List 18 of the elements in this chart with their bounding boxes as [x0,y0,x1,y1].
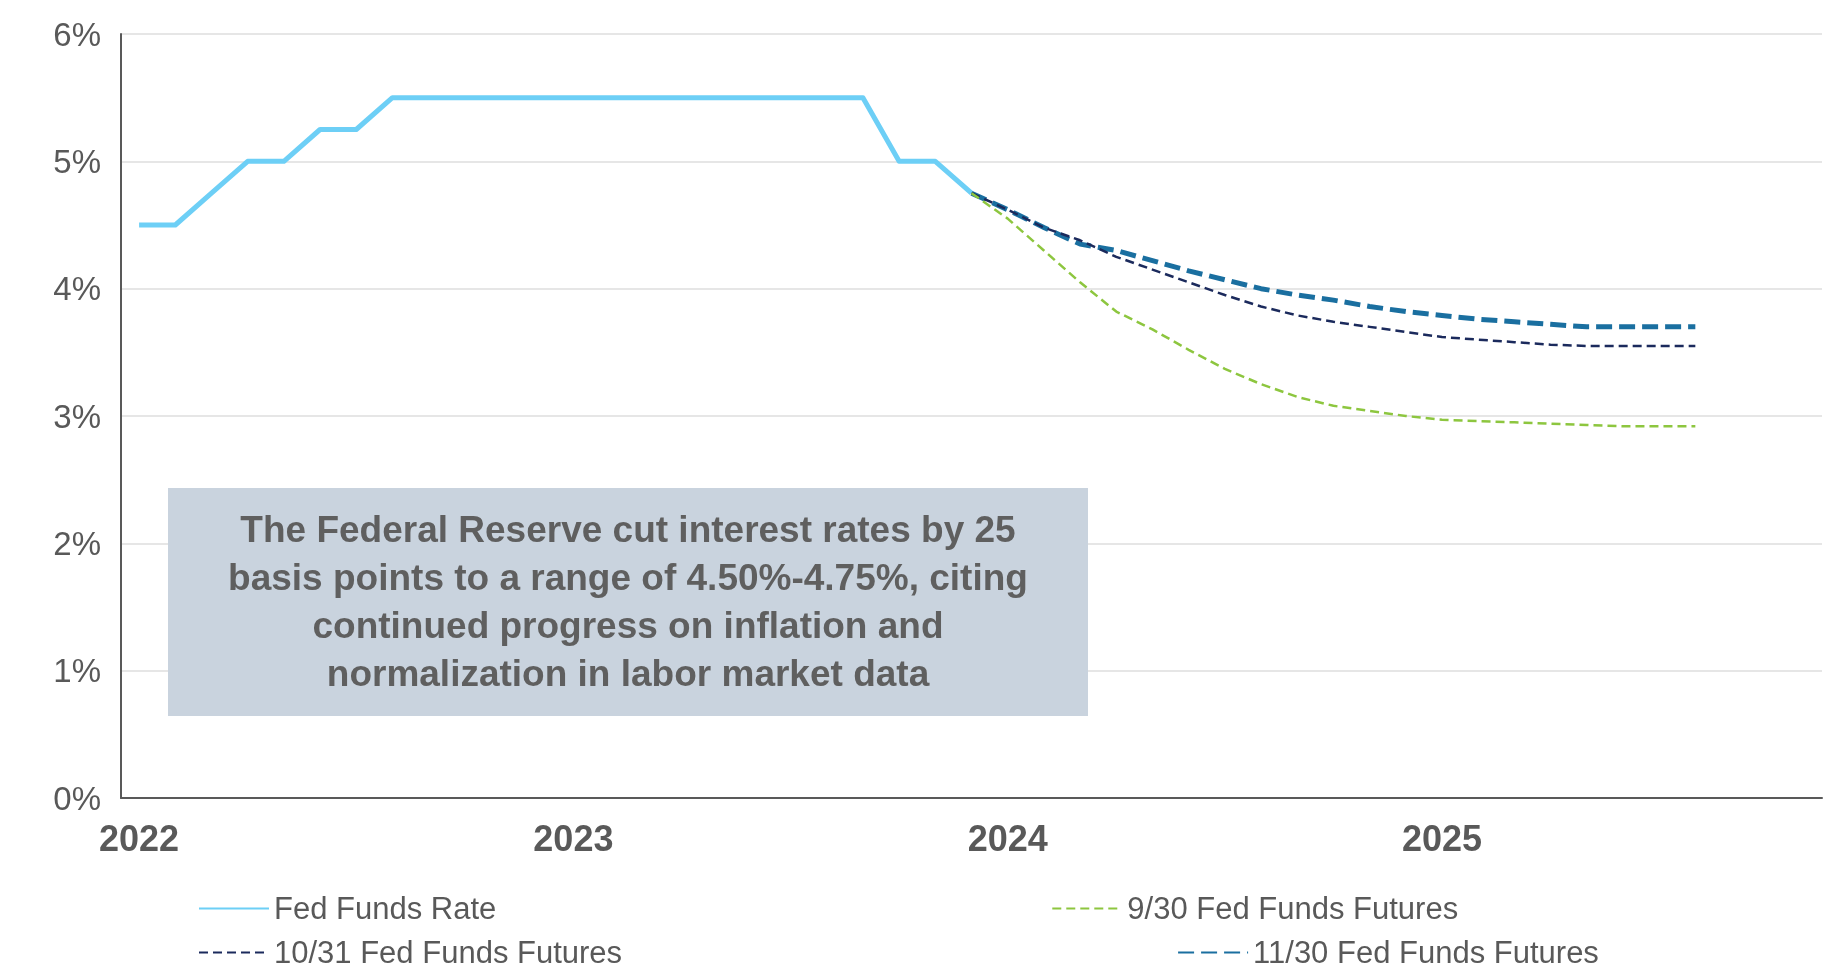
legend-label: 11/30 Fed Funds Futures [1253,935,1599,970]
y-tick-label: 0% [53,779,101,817]
y-tick-label: 1% [53,652,101,690]
y-tick-label: 3% [53,397,101,435]
legend-label: 9/30 Fed Funds Futures [1127,891,1459,926]
y-tick-label: 4% [53,270,101,308]
legend-label: 10/31 Fed Funds Futures [274,935,623,970]
y-tick-label: 6% [53,15,101,53]
x-tick-label: 2023 [533,817,614,859]
x-tick-label: 2022 [99,817,180,859]
x-tick-label: 2024 [967,817,1048,859]
note-box: The Federal Reserve cut interest rates by 25 basis points to a range of 4.50%-4.75%, citing continued progress on inflation and normalization in labor market data [168,488,1088,716]
y-tick-label: 2% [53,524,101,562]
x-tick-label: 2025 [1401,817,1483,859]
y-tick-label: 5% [53,142,101,180]
legend-label: Fed Funds Rate [274,891,497,926]
annotation: The Federal Reserve cut interest rates by 25 basis points to a range of 4.50%-4.75%, citing continued progress on inflation and normalization in labor market data [227,508,1029,696]
line-series [970,191,1697,428]
